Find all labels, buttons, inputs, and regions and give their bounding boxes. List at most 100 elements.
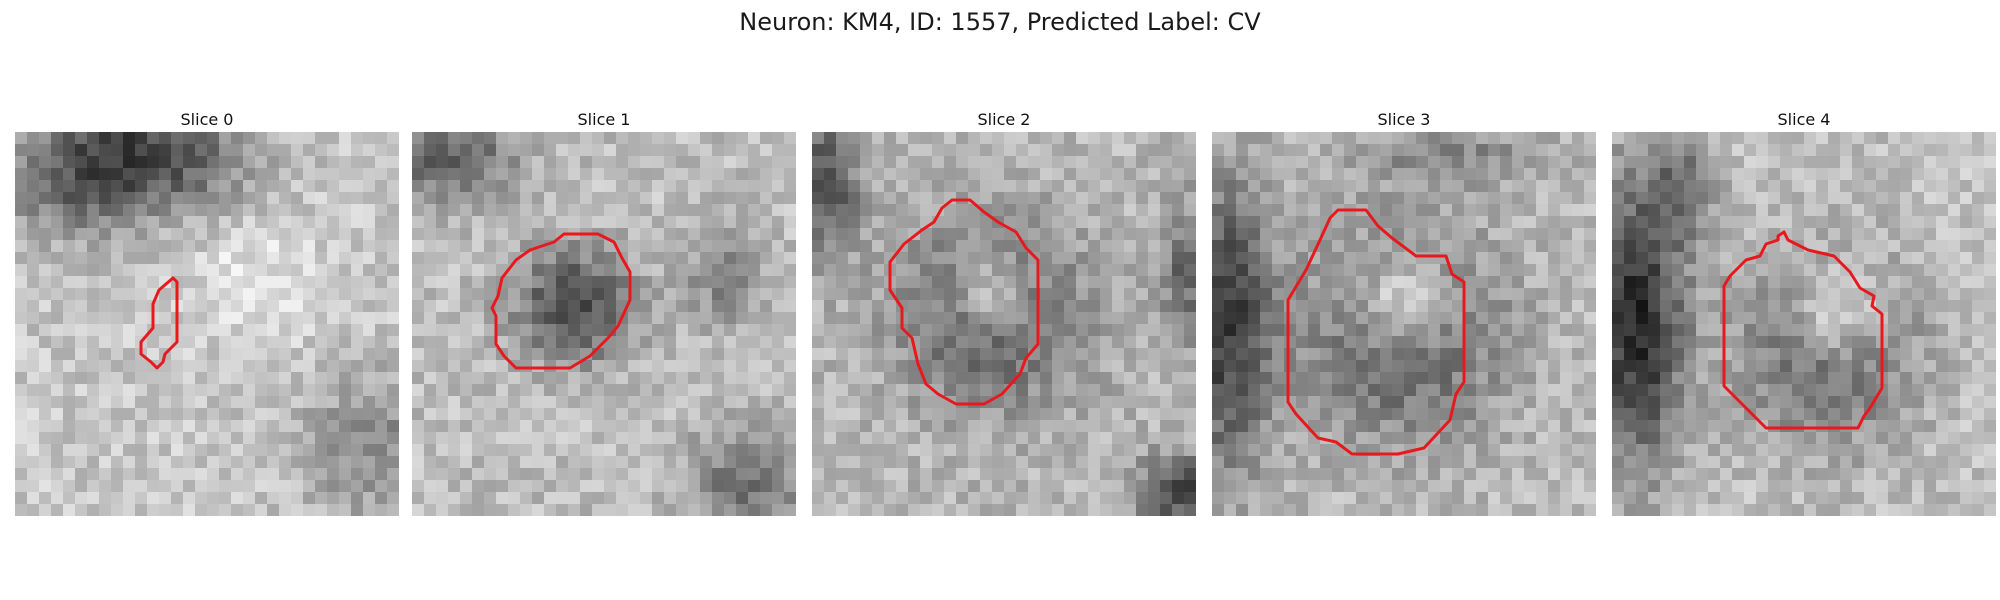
pixel (1732, 132, 1745, 145)
pixel (1852, 228, 1865, 241)
pixel (387, 420, 399, 433)
pixel (63, 312, 76, 325)
pixel (195, 444, 208, 457)
pixel (351, 240, 364, 253)
pixel (63, 192, 76, 205)
pixel (1172, 420, 1185, 433)
pixel (1212, 192, 1225, 205)
pixel (1368, 456, 1381, 469)
pixel (1512, 312, 1525, 325)
pixel (351, 408, 364, 421)
pixel (75, 348, 88, 361)
pixel (1572, 384, 1585, 397)
pixel (568, 144, 581, 157)
pixel (872, 288, 885, 301)
pixel (448, 336, 461, 349)
pixel (1368, 312, 1381, 325)
pixel (1260, 324, 1273, 337)
slice-panel-3: Slice 3 (1212, 108, 1596, 516)
pixel (327, 504, 340, 516)
pixel (848, 288, 861, 301)
pixel (1792, 168, 1805, 181)
pixel (556, 264, 569, 277)
pixel (183, 288, 196, 301)
pixel (1040, 132, 1053, 145)
pixel (291, 192, 304, 205)
pixel (944, 264, 957, 277)
pixel (1136, 384, 1149, 397)
pixel (1184, 504, 1196, 516)
pixel (219, 312, 232, 325)
pixel (1464, 144, 1477, 157)
pixel (1160, 348, 1173, 361)
pixel (1248, 444, 1261, 457)
pixel (860, 336, 873, 349)
pixel (616, 228, 629, 241)
pixel (1804, 264, 1817, 277)
pixel (15, 408, 28, 421)
pixel (1428, 132, 1441, 145)
pixel (1720, 300, 1733, 313)
pixel (1308, 456, 1321, 469)
pixel (183, 324, 196, 337)
pixel (279, 372, 292, 385)
pixel (1236, 420, 1249, 433)
pixel (1428, 264, 1441, 277)
pixel (760, 336, 773, 349)
pixel (1960, 264, 1973, 277)
pixel (1972, 408, 1985, 421)
pixel (884, 168, 897, 181)
pixel (1744, 240, 1757, 253)
pixel (1416, 300, 1429, 313)
pixel (207, 336, 220, 349)
pixel (87, 504, 100, 516)
pixel (448, 432, 461, 445)
pixel (700, 240, 713, 253)
pixel (1124, 168, 1137, 181)
pixel (87, 492, 100, 505)
pixel (944, 384, 957, 397)
pixel (520, 156, 533, 169)
pixel (135, 252, 148, 265)
pixel (568, 252, 581, 265)
pixel (712, 468, 725, 481)
pixel (339, 504, 352, 516)
pixel (1708, 444, 1721, 457)
pixel (1368, 204, 1381, 217)
pixel (896, 144, 909, 157)
pixel (872, 480, 885, 493)
pixel (944, 408, 957, 421)
pixel (1136, 420, 1149, 433)
pixel (267, 228, 280, 241)
pixel (1816, 192, 1829, 205)
pixel (568, 408, 581, 421)
pixel (1720, 240, 1733, 253)
pixel (812, 216, 825, 229)
pixel (472, 384, 485, 397)
pixel (63, 372, 76, 385)
pixel (992, 444, 1005, 457)
pixel (1840, 240, 1853, 253)
pixel (1708, 168, 1721, 181)
pixel (1332, 372, 1345, 385)
pixel (1984, 348, 1996, 361)
pixel (135, 324, 148, 337)
pixel (1804, 144, 1817, 157)
pixel (712, 396, 725, 409)
pixel (1780, 324, 1793, 337)
pixel (1160, 180, 1173, 193)
pixel (1016, 504, 1029, 516)
pixel (1804, 432, 1817, 445)
pixel (1756, 156, 1769, 169)
pixel (580, 408, 593, 421)
pixel (339, 492, 352, 505)
pixel (544, 480, 557, 493)
pixel (484, 396, 497, 409)
pixel (1440, 396, 1453, 409)
pixel (1792, 300, 1805, 313)
pixel (39, 168, 52, 181)
pixel (1136, 276, 1149, 289)
pixel (51, 180, 64, 193)
pixel (652, 168, 665, 181)
pixel (1368, 360, 1381, 373)
